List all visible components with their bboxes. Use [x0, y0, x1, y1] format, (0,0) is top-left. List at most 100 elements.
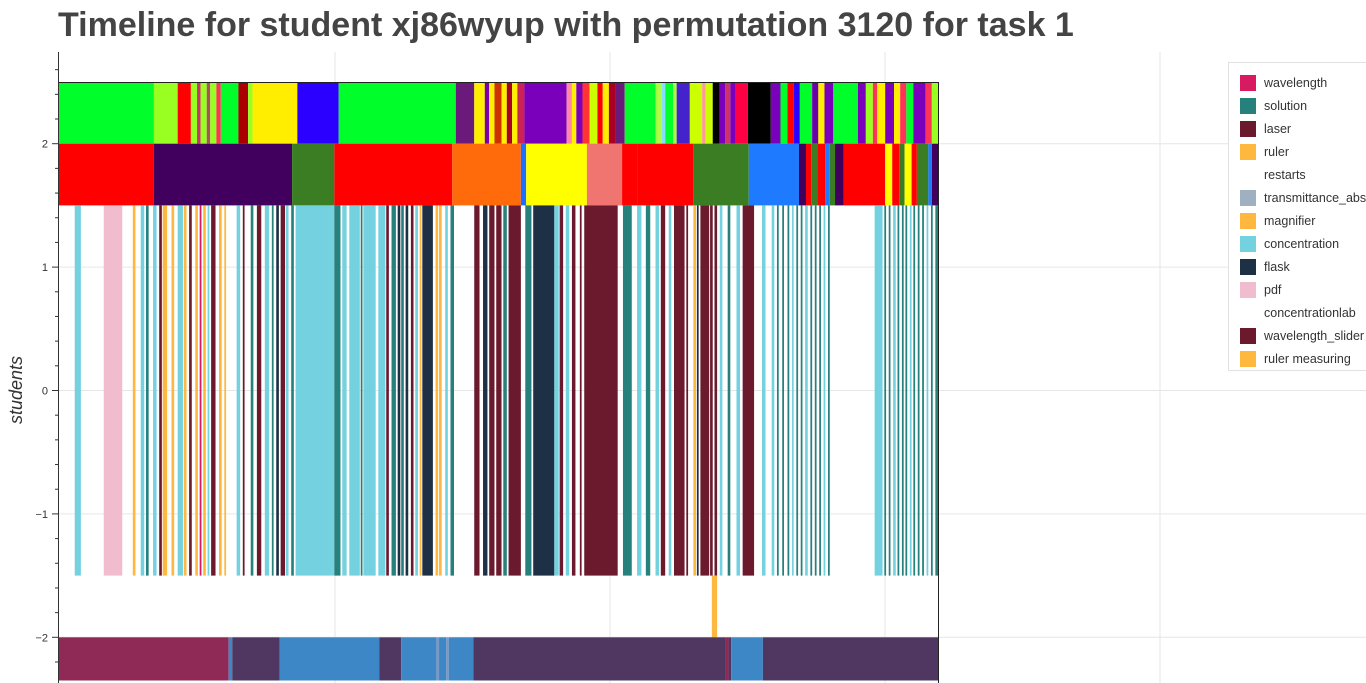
timeline-segment — [520, 143, 527, 206]
timeline-segment — [526, 143, 587, 206]
timeline-segment — [693, 205, 696, 576]
timeline-segment — [334, 205, 341, 576]
legend-label: restarts — [1264, 167, 1306, 182]
chart-title: Timeline for student xj86wyup with permu… — [58, 6, 1074, 44]
timeline-segment — [363, 205, 376, 576]
timeline-segment — [624, 82, 656, 144]
timeline-segment — [159, 205, 162, 576]
timeline-segment — [512, 82, 518, 144]
timeline-segment — [236, 205, 241, 576]
timeline-segment — [199, 205, 202, 576]
timeline-segment — [250, 205, 254, 576]
timeline-segment — [622, 143, 638, 206]
timeline-segment — [450, 205, 454, 576]
timeline-segment — [928, 143, 932, 206]
timeline-segment — [589, 82, 598, 144]
timeline-segment — [397, 205, 401, 576]
timeline-segment — [496, 205, 502, 576]
timeline-segment — [894, 82, 901, 144]
timeline-segment — [435, 205, 439, 576]
timeline-segment — [874, 205, 883, 576]
timeline-segment — [248, 82, 253, 144]
legend-swatch — [1240, 120, 1256, 137]
legend-swatch — [1240, 97, 1256, 114]
y-axis: −2 −1 0 1 2 — [35, 52, 59, 683]
timeline-segment — [455, 82, 475, 144]
legend-swatch — [1240, 143, 1256, 160]
legend-item: wavelength — [1240, 71, 1366, 94]
timeline-segment — [58, 82, 154, 144]
timeline-segment — [719, 82, 726, 144]
legend-label: wavelength_slider — [1264, 328, 1365, 343]
timeline-segment — [711, 575, 718, 638]
timeline-segment — [494, 82, 502, 144]
timeline-segment — [484, 82, 490, 144]
timeline-segment — [812, 82, 819, 144]
ruler-measuring-band — [711, 575, 718, 638]
timeline-segment — [655, 205, 660, 576]
timeline-segment — [334, 143, 453, 206]
timeline-segment — [645, 205, 651, 576]
timeline-segment — [228, 637, 233, 681]
timeline-segment — [197, 82, 201, 144]
timeline-segment — [762, 205, 766, 576]
timeline-segment — [189, 205, 192, 576]
legend-item: wavelength_slider — [1240, 324, 1366, 347]
timeline-segment — [655, 82, 662, 144]
timeline-segment — [608, 82, 616, 144]
timeline-segment — [565, 205, 570, 576]
legend-label: flask — [1264, 259, 1290, 274]
legend-label: magnifier — [1264, 213, 1316, 228]
timeline-segment — [799, 82, 813, 144]
legend-item: concentrationlab — [1240, 301, 1366, 324]
timeline-segment — [884, 205, 887, 576]
legend-swatch — [1240, 166, 1256, 183]
timeline-segment — [153, 143, 293, 206]
legend-swatch — [1240, 350, 1256, 367]
timeline-segment — [238, 82, 249, 144]
timeline-segment — [297, 82, 339, 144]
timeline-segment — [833, 82, 858, 144]
timeline-segment — [798, 143, 806, 206]
timeline-segment — [825, 143, 830, 206]
second-band — [58, 143, 938, 206]
timeline-segment — [731, 637, 763, 681]
timeline-segment — [58, 143, 154, 206]
timeline-segment — [727, 205, 731, 576]
timeline-segment — [554, 205, 559, 576]
timeline-segment — [58, 637, 229, 681]
timeline-segment — [508, 205, 521, 576]
timeline-segment — [224, 205, 227, 576]
timeline-segment — [702, 82, 706, 144]
timeline-segment — [216, 82, 221, 144]
timeline-segment — [401, 205, 404, 576]
y-tick-label: −2 — [35, 632, 48, 644]
timeline-segment — [843, 143, 886, 206]
timeline-segment — [780, 82, 788, 144]
timeline-segment — [742, 205, 755, 576]
timeline-segment — [171, 205, 175, 576]
timeline-segment — [931, 82, 938, 144]
timeline-segment — [893, 205, 896, 576]
legend-item: magnifier — [1240, 209, 1366, 232]
timeline-segment — [906, 82, 914, 144]
timeline-segment — [501, 82, 507, 144]
timeline-segment — [892, 143, 900, 206]
timeline-segment — [700, 205, 710, 576]
legend-swatch — [1240, 235, 1256, 252]
timeline-segment — [689, 82, 703, 144]
timeline-segment — [917, 205, 920, 576]
timeline-segment — [828, 205, 830, 576]
timeline-segment — [446, 637, 449, 681]
timeline-segment — [473, 637, 726, 681]
timeline-segment — [379, 637, 402, 681]
timeline-segment — [597, 82, 603, 144]
legend-label: ruler — [1264, 144, 1290, 159]
timeline-segment — [140, 205, 145, 576]
timeline-segment — [885, 82, 894, 144]
timeline-segment — [571, 205, 576, 576]
legend-item: ruler — [1240, 140, 1366, 163]
timeline-segment — [602, 82, 609, 144]
timeline-segment — [271, 205, 274, 576]
